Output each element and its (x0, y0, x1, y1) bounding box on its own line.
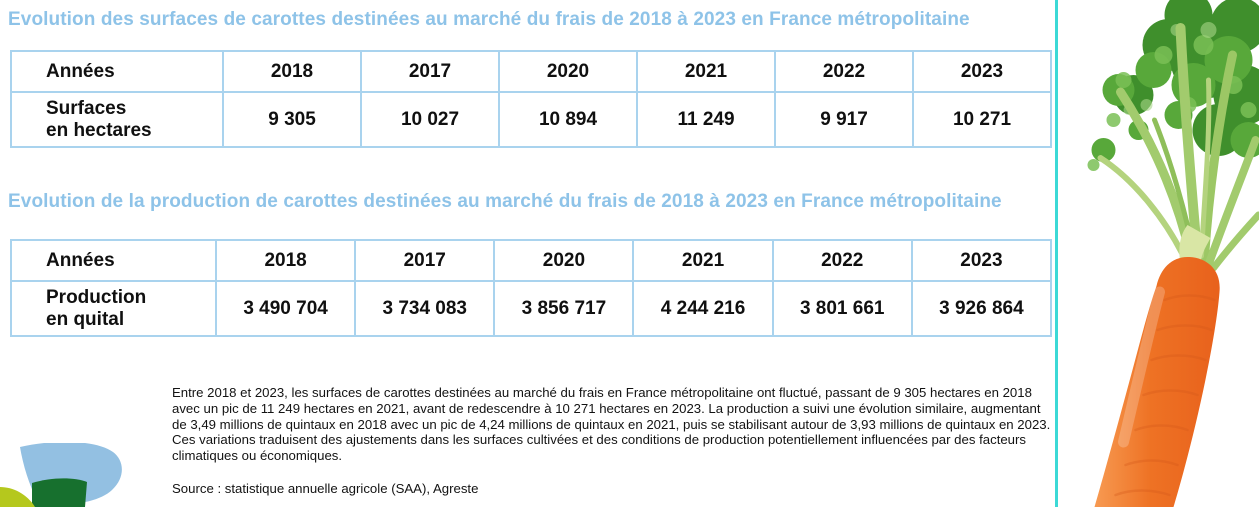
production-value: 4 244 216 (632, 280, 774, 337)
carrot-illustration (1087, 0, 1259, 507)
production-table-header-row: Années 2018 2017 2020 2021 2022 2023 (10, 239, 1053, 282)
surfaces-section-title: Evolution des surfaces de carottes desti… (8, 9, 970, 30)
surfaces-table-header-row: Années 2018 2017 2020 2021 2022 2023 (10, 50, 1052, 93)
agency-logo (0, 443, 140, 507)
production-section-title: Evolution de la production de carottes d… (8, 191, 1002, 212)
source-citation: Source : statistique annuelle agricole (… (172, 481, 479, 496)
production-value: 3 734 083 (354, 280, 496, 337)
production-row-label: Production en quital (10, 280, 217, 337)
surfaces-value: 9 917 (774, 91, 914, 148)
production-year-col: 2021 (632, 239, 774, 282)
surfaces-year-col: 2023 (912, 50, 1052, 93)
carrot-stub (1179, 225, 1211, 266)
surfaces-value: 10 894 (498, 91, 638, 148)
vertical-divider (1055, 0, 1058, 507)
production-value: 3 926 864 (910, 280, 1053, 337)
carrot-ridges (1114, 294, 1216, 497)
production-year-col: 2017 (354, 239, 496, 282)
surfaces-row-label-line1: Surfaces (46, 98, 127, 120)
carrot-photo (1058, 0, 1259, 507)
surfaces-table-value-row: Surfaces en hectares 9 305 10 027 10 894… (10, 91, 1052, 148)
surfaces-value: 10 271 (912, 91, 1052, 148)
surfaces-row-label-line2: en hectares (46, 119, 152, 141)
carrot-leaves (1087, 0, 1259, 171)
surfaces-value: 11 249 (636, 91, 776, 148)
production-year-col: 2018 (214, 239, 357, 282)
production-value: 3 856 717 (493, 280, 635, 337)
surfaces-year-col: 2018 (222, 50, 362, 93)
production-row-label-line1: Production (46, 287, 147, 309)
surfaces-year-col: 2017 (360, 50, 500, 93)
surfaces-table: Années 2018 2017 2020 2021 2022 2023 Sur… (10, 50, 1052, 148)
carrot-root (1094, 256, 1220, 507)
surfaces-year-col: 2020 (498, 50, 638, 93)
production-years-header: Années (10, 239, 217, 282)
surfaces-year-col: 2021 (636, 50, 776, 93)
surfaces-value: 9 305 (222, 91, 362, 148)
production-year-col: 2022 (771, 239, 913, 282)
surfaces-row-label: Surfaces en hectares (10, 91, 224, 148)
surfaces-years-header: Années (10, 50, 224, 93)
surfaces-year-col: 2022 (774, 50, 914, 93)
agency-logo-graphic (0, 443, 122, 507)
analysis-paragraph: Entre 2018 et 2023, les surfaces de caro… (172, 385, 1051, 464)
production-value: 3 801 661 (771, 280, 913, 337)
carrot-highlight (1118, 286, 1165, 448)
surfaces-value: 10 027 (360, 91, 500, 148)
production-value: 3 490 704 (214, 280, 357, 337)
production-year-col: 2020 (493, 239, 635, 282)
production-table: Années 2018 2017 2020 2021 2022 2023 Pro… (10, 239, 1053, 337)
production-row-label-line2: en quital (46, 308, 125, 330)
production-year-col: 2023 (910, 239, 1053, 282)
production-table-value-row: Production en quital 3 490 704 3 734 083… (10, 280, 1053, 337)
